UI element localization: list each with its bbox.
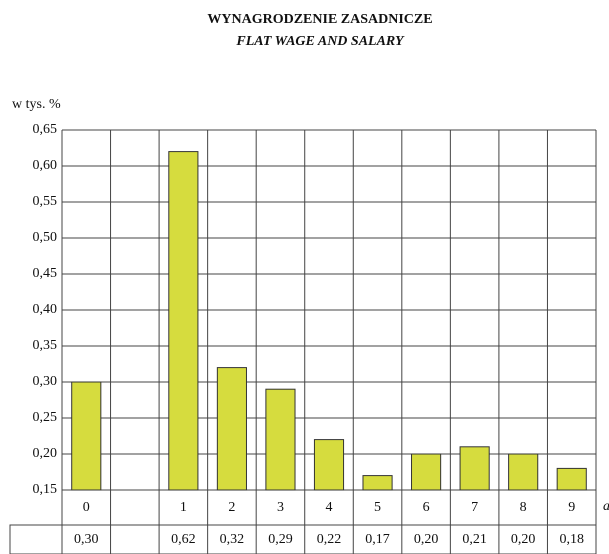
value-label: 0,21	[462, 532, 487, 547]
value-label: 0,62	[171, 532, 196, 547]
value-label: 0,20	[414, 532, 439, 547]
bar	[411, 453, 442, 491]
chart-subtitle: FLAT WAGE AND SALARY	[235, 34, 405, 49]
x-tick-label: 3	[277, 500, 284, 515]
y-tick-label: 0,30	[33, 374, 58, 389]
x-tick-label: 9	[568, 500, 575, 515]
y-tick-label: 0,35	[33, 338, 58, 353]
y-tick-label: 0,50	[33, 230, 58, 245]
value-label: 0,18	[559, 532, 584, 547]
y-axis-label: w tys. %	[12, 97, 61, 112]
x-tick-label: 1	[180, 500, 187, 515]
bar	[71, 381, 102, 491]
bar	[556, 467, 587, 491]
x-tick-label: 7	[471, 500, 478, 515]
x-tick-label: 5	[374, 500, 381, 515]
x-tick-label: 0	[83, 500, 90, 515]
bar	[168, 151, 199, 491]
x-tick-label: 4	[326, 500, 333, 515]
x-tick-label: 2	[228, 500, 235, 515]
value-label: 0,17	[365, 532, 390, 547]
bar	[459, 446, 490, 491]
y-tick-label: 0,40	[33, 302, 58, 317]
table-row	[9, 524, 597, 554]
y-tick-label: 0,15	[33, 482, 58, 497]
y-tick-label: 0,60	[33, 158, 58, 173]
bar	[508, 453, 539, 491]
bar	[362, 475, 393, 491]
y-tick-label: 0,45	[33, 266, 58, 281]
value-label: 0,22	[317, 532, 342, 547]
y-tick-label: 0,55	[33, 194, 58, 209]
bar	[313, 439, 345, 491]
x-axis-label: a	[603, 499, 609, 514]
value-label: 0,30	[74, 532, 99, 547]
bar	[265, 388, 296, 491]
x-tick-label: 6	[423, 500, 430, 515]
y-tick-label: 0,65	[33, 122, 58, 137]
value-label: 0,20	[511, 532, 536, 547]
x-tick-label: 8	[520, 500, 527, 515]
chart-title: WYNAGRODZENIE ZASADNICZE	[207, 12, 432, 27]
y-tick-label: 0,25	[33, 410, 58, 425]
value-label: 0,29	[268, 532, 293, 547]
value-label: 0,32	[220, 532, 245, 547]
y-tick-label: 0,20	[33, 446, 58, 461]
bar	[216, 367, 247, 491]
